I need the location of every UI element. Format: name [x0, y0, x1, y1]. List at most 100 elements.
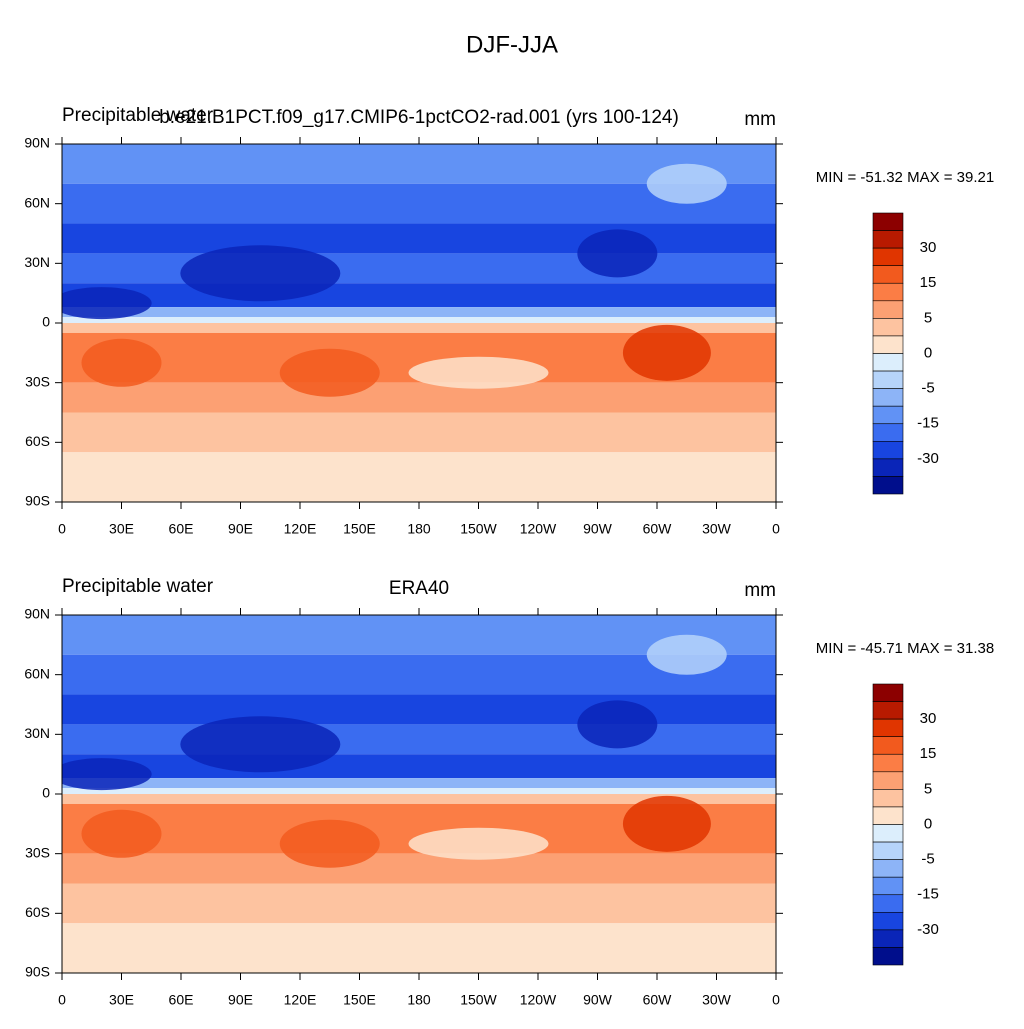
- y-tick-label: 60S: [25, 433, 50, 449]
- field-band: [62, 794, 776, 804]
- x-tick-label: 30E: [109, 992, 134, 1008]
- x-tick-label: 30W: [702, 992, 732, 1008]
- y-tick-label: 30N: [24, 254, 50, 270]
- field-blob: [577, 229, 658, 278]
- x-tick-label: 120E: [284, 992, 317, 1008]
- map-panel: Precipitable water ERA40 mm MIN = -45.71 MA…: [24, 576, 994, 1008]
- x-tick-label: 90W: [583, 992, 613, 1008]
- left-title: Precipitable water: [62, 576, 214, 597]
- colorbar-box: [872, 753, 904, 773]
- x-tick-label: 90E: [228, 521, 253, 537]
- y-tick-label: 60N: [24, 194, 50, 210]
- x-tick-label: 180: [407, 521, 431, 537]
- colorbar-box: [872, 423, 904, 442]
- colorbar-label: 5: [924, 309, 932, 326]
- x-tick-label: 150W: [460, 521, 497, 537]
- field-blob: [408, 827, 549, 860]
- colorbar-box: [872, 912, 904, 931]
- field-blob: [279, 348, 380, 397]
- x-tick-label: 60E: [169, 992, 194, 1008]
- colorbar-box: [872, 929, 904, 948]
- left-title: Precipitable water: [62, 105, 214, 126]
- x-tick-label: 120W: [520, 992, 557, 1008]
- y-tick-label: 30S: [25, 844, 50, 860]
- field-band: [62, 283, 776, 308]
- x-tick-label: 150E: [343, 992, 376, 1008]
- colorbar-box: [872, 841, 904, 860]
- field-blob: [646, 634, 727, 675]
- x-tick-label: 150E: [343, 521, 376, 537]
- field-band: [62, 223, 776, 254]
- colorbar-box: [872, 318, 904, 337]
- colorbar-box: [872, 789, 904, 808]
- x-tick-label: 120E: [284, 521, 317, 537]
- colorbar-label: -15: [917, 415, 939, 432]
- y-tick-label: 60N: [24, 665, 50, 681]
- x-tick-label: 0: [772, 521, 780, 537]
- y-tick-label: 90N: [24, 606, 50, 622]
- field-band: [62, 452, 776, 502]
- field: [62, 144, 776, 502]
- colorbar-label: 5: [924, 780, 932, 797]
- colorbar-box: [872, 212, 904, 231]
- map-panel: Precipitable waterb.e21.B1PCT.f09_g17.CM…: [24, 105, 994, 537]
- x-tick-label: 60E: [169, 521, 194, 537]
- colorbar-box: [872, 806, 904, 825]
- center-title: ERA40: [389, 578, 449, 599]
- colorbar-box: [872, 230, 904, 249]
- colorbar-label: 30: [920, 710, 937, 727]
- colorbar-box: [872, 736, 904, 755]
- field-blob: [62, 758, 152, 791]
- colorbar-box: [872, 282, 904, 302]
- colorbar-box: [872, 876, 904, 896]
- field-band: [62, 382, 776, 413]
- field-blob: [622, 795, 711, 852]
- colorbar-box: [872, 300, 904, 319]
- field-blob: [62, 287, 152, 320]
- field-band: [62, 307, 776, 318]
- field-blob: [81, 809, 162, 858]
- colorbar-box: [872, 353, 904, 372]
- colorbar-label: 0: [924, 815, 932, 832]
- y-tick-label: 90S: [25, 493, 50, 509]
- colorbar-box: [872, 335, 904, 354]
- y-tick-label: 30N: [24, 725, 50, 741]
- stats: MIN = -45.71 MAX = 31.38: [816, 640, 994, 657]
- field-blob: [408, 356, 549, 389]
- colorbar-label: 0: [924, 344, 932, 361]
- colorbar-label: 15: [920, 745, 937, 762]
- colorbar-box: [872, 265, 904, 284]
- center-title: b.e21.B1PCT.f09_g17.CMIP6-1pctCO2-rad.00…: [159, 107, 679, 128]
- figure-title: DJF-JJA: [466, 31, 558, 58]
- colorbar-box: [872, 947, 904, 966]
- field-band: [62, 253, 776, 284]
- x-tick-label: 60W: [643, 521, 673, 537]
- x-tick-label: 90E: [228, 992, 253, 1008]
- colorbar-box: [872, 370, 904, 389]
- field-blob: [81, 338, 162, 387]
- x-tick-label: 60W: [643, 992, 673, 1008]
- colorbar-box: [872, 859, 904, 878]
- x-tick-label: 0: [58, 992, 66, 1008]
- colorbar-label: -15: [917, 886, 939, 903]
- x-tick-label: 0: [58, 521, 66, 537]
- colorbar-label: 30: [920, 239, 937, 256]
- x-tick-label: 30W: [702, 521, 732, 537]
- field-blob: [180, 716, 341, 773]
- field-band: [62, 853, 776, 884]
- field-band: [62, 412, 776, 453]
- x-tick-label: 150W: [460, 992, 497, 1008]
- units: mm: [744, 580, 776, 601]
- field-blob: [180, 245, 341, 302]
- y-tick-label: 60S: [25, 904, 50, 920]
- x-tick-label: 180: [407, 992, 431, 1008]
- colorbar-box: [872, 771, 904, 790]
- colorbar-box: [872, 894, 904, 913]
- colorbar-label: -5: [921, 851, 934, 868]
- colorbar-box: [872, 441, 904, 460]
- units: mm: [744, 109, 776, 130]
- x-tick-label: 30E: [109, 521, 134, 537]
- field-band: [62, 788, 776, 794]
- field-band: [62, 883, 776, 924]
